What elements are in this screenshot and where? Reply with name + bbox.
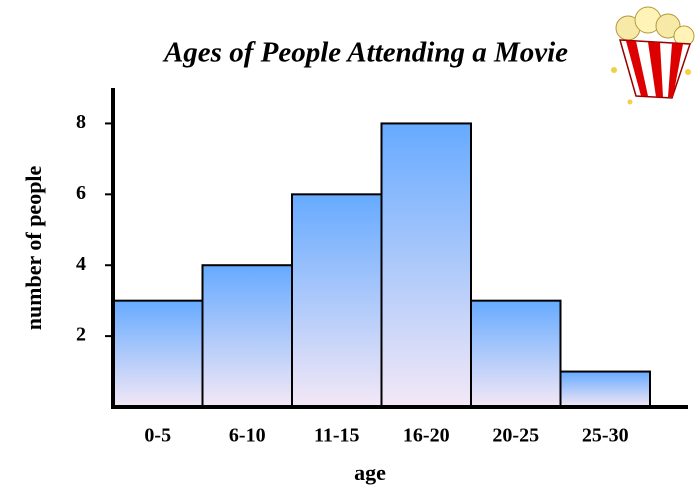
x-tick-label: 0-5 [144, 425, 171, 447]
x-tick-label: 16-20 [403, 425, 450, 447]
y-axis-label: number of people [21, 165, 46, 330]
x-tick-label: 6-10 [229, 425, 266, 447]
x-tick-label: 11-15 [314, 425, 360, 447]
chart-title: Ages of People Attending a Movie [162, 37, 568, 69]
bar [470, 299, 562, 408]
bar [380, 122, 472, 408]
y-tick-label: 8 [76, 111, 86, 133]
y-tick-label: 2 [76, 324, 86, 346]
y-tick-label: 6 [76, 182, 86, 204]
popcorn-icon [611, 6, 695, 105]
bar [559, 370, 651, 408]
x-tick-label: 20-25 [492, 425, 539, 447]
y-tick-label: 4 [76, 253, 86, 275]
bar [291, 193, 383, 408]
x-axis-label: age [354, 460, 386, 485]
x-tick-label: 25-30 [582, 425, 629, 447]
bar [112, 299, 204, 408]
bar [201, 264, 293, 408]
